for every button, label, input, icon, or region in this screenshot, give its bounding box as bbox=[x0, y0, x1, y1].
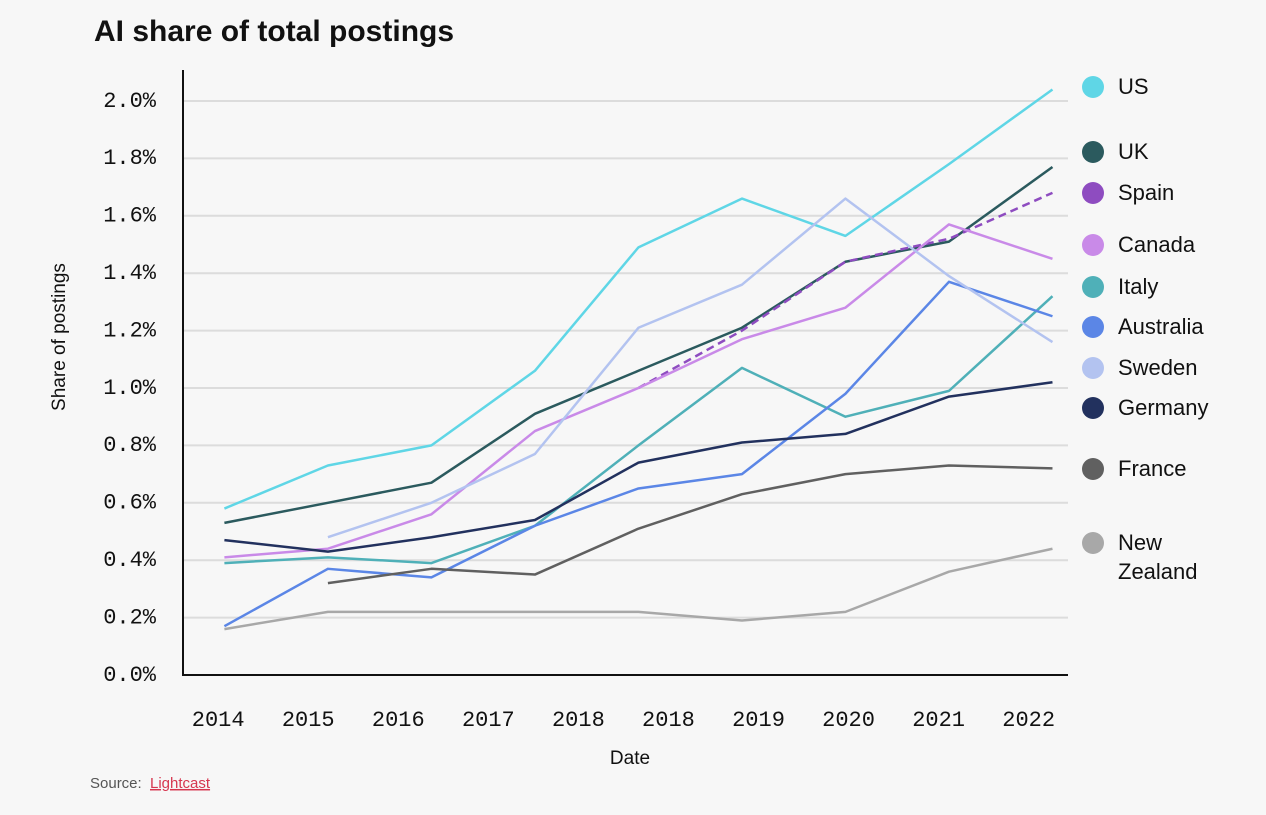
legend-item: Sweden bbox=[1082, 355, 1228, 382]
legend-item: Italy bbox=[1082, 274, 1228, 301]
legend-swatch bbox=[1082, 458, 1104, 480]
x-tick-label: 2022 bbox=[1002, 708, 1055, 733]
x-tick-label: 2018 bbox=[552, 708, 605, 733]
legend-label: Italy bbox=[1118, 274, 1159, 299]
y-tick-label: 1.2% bbox=[103, 318, 157, 343]
y-tick-label: 1.6% bbox=[103, 204, 157, 229]
legend-label: Germany bbox=[1118, 395, 1209, 420]
y-tick-label: 0.8% bbox=[103, 433, 157, 458]
series-line bbox=[223, 88, 1054, 510]
legend-label: New Zealand bbox=[1118, 530, 1198, 584]
legend-swatch bbox=[1082, 141, 1104, 163]
legend-label: Sweden bbox=[1118, 355, 1198, 380]
y-tick-label: 0.2% bbox=[103, 605, 157, 630]
y-tick-label: 2.0% bbox=[103, 89, 157, 114]
legend-label: Spain bbox=[1118, 180, 1175, 205]
legend-swatch bbox=[1082, 76, 1104, 98]
y-tick-label: 0.0% bbox=[103, 663, 157, 688]
y-tick-label: 1.4% bbox=[103, 261, 157, 286]
legend-item: Australia bbox=[1082, 314, 1228, 341]
legend-item: Canada bbox=[1082, 232, 1228, 259]
legend-swatch bbox=[1082, 397, 1104, 419]
legend-swatch bbox=[1082, 357, 1104, 379]
x-tick-label: 2015 bbox=[282, 708, 335, 733]
x-tick-label: 2016 bbox=[372, 708, 425, 733]
y-tick-label: 1.8% bbox=[103, 146, 157, 171]
legend-label: UK bbox=[1118, 139, 1149, 164]
legend-swatch bbox=[1082, 182, 1104, 204]
source-label: Source: bbox=[90, 775, 142, 792]
legend-swatch bbox=[1082, 234, 1104, 256]
legend-label: France bbox=[1118, 456, 1187, 481]
legend-item: Germany bbox=[1082, 395, 1228, 422]
series-line bbox=[224, 547, 1053, 631]
legend-swatch bbox=[1082, 532, 1104, 554]
series-line bbox=[224, 223, 1053, 559]
series-line bbox=[224, 165, 1054, 525]
series-line bbox=[327, 464, 1053, 585]
legend-swatch bbox=[1082, 316, 1104, 338]
legend-label: Australia bbox=[1118, 314, 1204, 339]
y-tick-label: 1.0% bbox=[103, 376, 157, 401]
series-line bbox=[223, 280, 1053, 628]
legend-swatch bbox=[1082, 276, 1104, 298]
x-tick-label: 2020 bbox=[822, 708, 875, 733]
legend-item: UK bbox=[1082, 139, 1228, 166]
legend-label: US bbox=[1118, 74, 1149, 99]
x-tick-label: 2021 bbox=[912, 708, 965, 733]
legend-label: Canada bbox=[1118, 232, 1196, 257]
x-tick-label: 2014 bbox=[192, 708, 245, 733]
legend-item: France bbox=[1082, 456, 1228, 483]
x-tick-label: 2017 bbox=[462, 708, 515, 733]
y-axis-label: Share of postings bbox=[49, 263, 70, 411]
x-tick-label: 2018 bbox=[642, 708, 695, 733]
source-link[interactable]: Lightcast bbox=[150, 775, 211, 792]
series-line bbox=[224, 295, 1054, 565]
legend-item: New Zealand bbox=[1082, 530, 1228, 586]
x-tick-label: 2019 bbox=[732, 708, 785, 733]
legend-item: US bbox=[1082, 74, 1228, 101]
series-line bbox=[637, 191, 1053, 390]
y-tick-label: 0.4% bbox=[103, 548, 157, 573]
legend-item: Spain bbox=[1082, 180, 1228, 207]
series-line bbox=[224, 381, 1053, 553]
series-line bbox=[327, 197, 1054, 539]
x-axis-label: Date bbox=[610, 748, 650, 769]
y-tick-label: 0.6% bbox=[103, 491, 157, 516]
chart-title: AI share of total postings bbox=[94, 15, 454, 48]
